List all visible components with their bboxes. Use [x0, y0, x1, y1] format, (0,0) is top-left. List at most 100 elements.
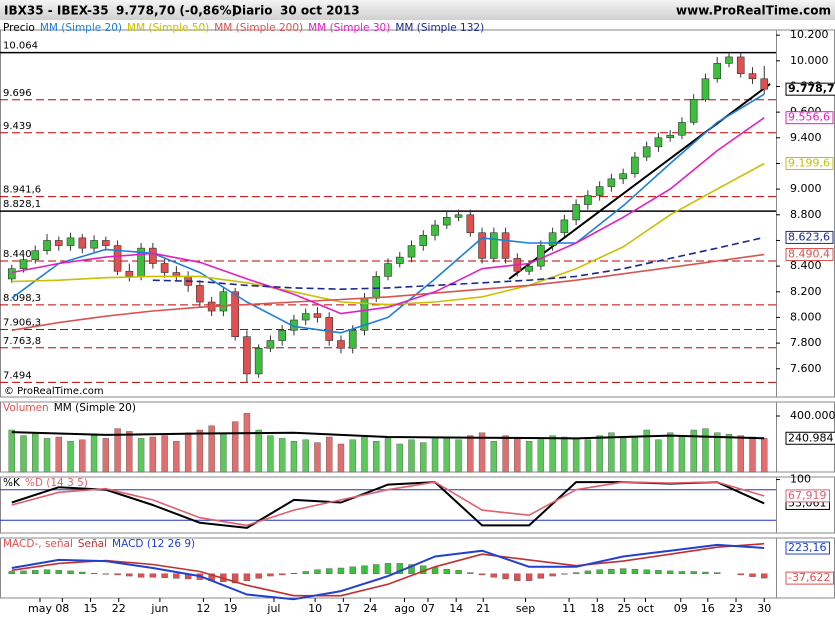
candle-body [113, 245, 122, 272]
value-label-box [785, 157, 834, 171]
bar [149, 573, 157, 578]
x-tick-label: 25 [617, 602, 631, 615]
bar [702, 571, 709, 574]
candle-body [31, 250, 40, 260]
candle-body [736, 56, 745, 74]
bar [184, 432, 192, 473]
legend-entry: MACD-, señal [3, 538, 73, 550]
value-label: -37,622 [788, 571, 830, 584]
bar [408, 439, 415, 473]
line [11, 117, 765, 315]
bar [326, 436, 333, 473]
bar [326, 568, 333, 574]
y-tick-label: 8.200 [790, 285, 822, 298]
bar [690, 571, 697, 574]
value-label-box [785, 489, 830, 503]
bar [714, 572, 721, 574]
candle-body [478, 232, 486, 259]
value-label: 8.623,6 [788, 230, 830, 243]
bar [161, 573, 168, 579]
bar [20, 435, 27, 473]
site: www.ProRealTime.com [676, 4, 831, 18]
period: Diario [232, 4, 272, 18]
candle-body [243, 336, 251, 375]
candle-body [619, 173, 627, 180]
header: IBX35 - IBEX-35 9.778,70 (-0,86%) Diario… [4, 4, 831, 18]
y-tick-label: 10.200 [790, 28, 829, 41]
candle-body [725, 56, 733, 64]
legend-entry: Señal [78, 538, 107, 550]
bar [572, 438, 580, 473]
candle-body [266, 340, 275, 349]
x-tick-label: 14 [449, 602, 463, 615]
bar [467, 435, 474, 473]
bar [408, 564, 415, 574]
level-label: 9.696 [3, 88, 32, 99]
value-label-box [785, 571, 834, 585]
value-label: 67,919 [788, 489, 827, 502]
bar [79, 571, 86, 574]
bar [666, 432, 674, 473]
candle-body [595, 186, 604, 196]
candle-body [231, 291, 239, 337]
bar [525, 573, 533, 581]
bar [384, 438, 392, 473]
bar [749, 436, 756, 473]
x-tick-label: 24 [363, 602, 377, 615]
bar [655, 570, 662, 574]
level-label: 9.439 [3, 121, 32, 132]
bar [467, 572, 474, 574]
bar [702, 428, 709, 473]
candle-body [631, 156, 639, 175]
candle-body [713, 63, 722, 80]
bar [8, 571, 15, 574]
bar [666, 570, 674, 574]
bar [314, 442, 321, 473]
value-label: 9.199,6 [788, 157, 830, 170]
candle-body [196, 285, 204, 303]
bar [196, 429, 204, 473]
bar [290, 572, 298, 574]
panel-frame [0, 29, 777, 398]
bar [443, 438, 450, 473]
bar [290, 441, 298, 473]
y-tick-label: 100 [790, 473, 811, 486]
bar [43, 438, 51, 473]
level-label: 8.098,3 [3, 293, 41, 304]
bar [490, 573, 498, 578]
x-tick-label: 17 [336, 602, 350, 615]
bar [431, 436, 439, 473]
bar [20, 570, 27, 574]
candle-body [548, 232, 557, 246]
candle-body [278, 329, 286, 341]
bar [8, 429, 15, 473]
bar [55, 436, 62, 473]
value-label-box [785, 111, 834, 125]
y-tick-label: 10.000 [790, 54, 829, 67]
bar [79, 439, 86, 473]
bar [725, 434, 733, 473]
level-label: 7.763,8 [3, 336, 41, 347]
x-tick-label: 18 [590, 602, 604, 615]
bar [749, 573, 756, 577]
candle-body [431, 224, 439, 236]
bar [537, 573, 545, 579]
legend-entry: MM (Simple 20) [40, 22, 122, 34]
bar [631, 436, 639, 473]
value-label-box [785, 82, 835, 96]
candle-body [78, 237, 87, 249]
bar [114, 428, 121, 473]
legend-entry: %D (14 3 5) [25, 477, 88, 489]
candle-body [348, 329, 357, 349]
bar [514, 573, 521, 581]
x-tick-label: 22 [112, 602, 126, 615]
x-tick-label: 23 [729, 602, 743, 615]
line [11, 481, 765, 527]
symbol: IBX35 - IBEX-35 [4, 4, 109, 18]
bar [761, 573, 768, 579]
value-label-box [785, 541, 830, 555]
candle-body [7, 268, 16, 280]
bar [278, 438, 286, 473]
bar [278, 573, 286, 576]
candle-body [748, 73, 757, 80]
